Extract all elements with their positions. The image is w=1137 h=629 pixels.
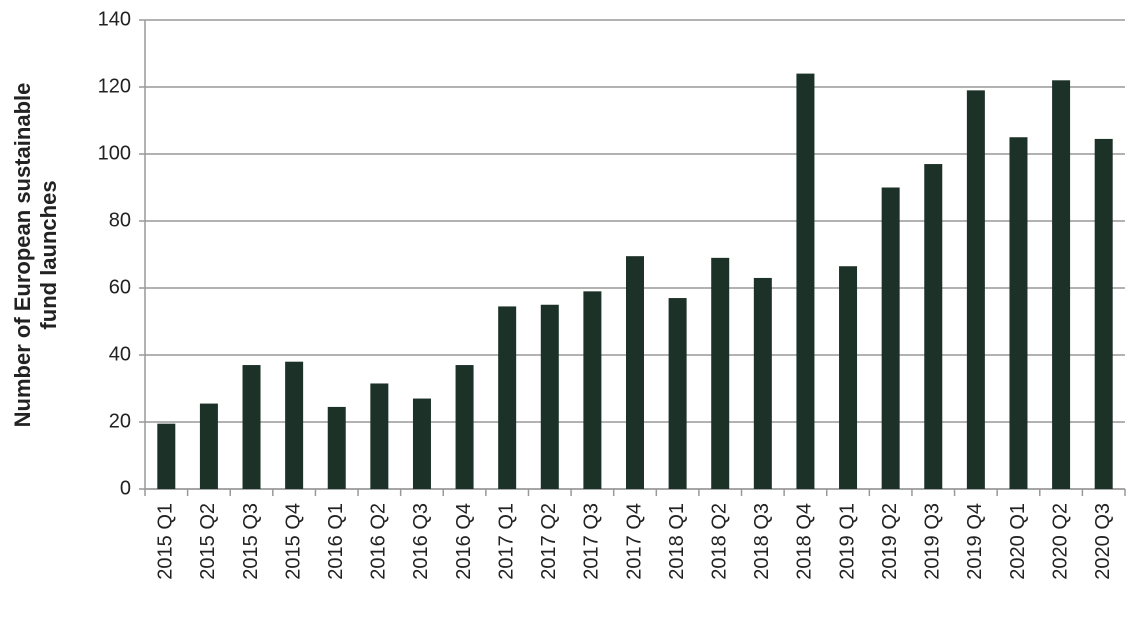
x-tick-label: 2019 Q4 — [964, 503, 986, 580]
bar — [455, 365, 474, 489]
bar — [412, 398, 431, 489]
x-tick-label: 2016 Q4 — [453, 503, 475, 580]
bar — [370, 383, 389, 489]
bar — [285, 361, 304, 489]
x-tick-label: 2016 Q3 — [410, 503, 432, 580]
bar — [626, 256, 644, 489]
bar — [711, 257, 730, 489]
bar — [924, 164, 943, 490]
bar — [498, 306, 517, 489]
bar — [1052, 80, 1071, 490]
x-tick-label: 2016 Q1 — [325, 503, 347, 580]
x-tick-label: 2015 Q4 — [282, 503, 304, 580]
bar — [583, 291, 602, 489]
y-tick-label: 120 — [98, 75, 131, 97]
bar — [796, 73, 815, 489]
bar — [881, 187, 900, 489]
x-tick-label: 2016 Q2 — [368, 503, 390, 580]
x-tick-label: 2017 Q1 — [495, 503, 517, 580]
y-axis-title-line: Number of European sustainable — [10, 83, 35, 428]
y-tick-label: 60 — [109, 276, 131, 298]
x-tick-label: 2015 Q1 — [155, 503, 177, 580]
y-axis-title: Number of European sustainable fund laun… — [10, 83, 61, 428]
x-tick-label: 2017 Q4 — [623, 503, 645, 580]
y-tick-label: 140 — [98, 8, 131, 30]
x-tick-label: 2017 Q2 — [538, 503, 560, 580]
bar — [199, 403, 218, 489]
x-tick-label: 2018 Q1 — [666, 503, 688, 580]
bar — [839, 266, 858, 489]
bar — [540, 304, 559, 489]
bar — [157, 423, 176, 489]
y-tick-label: 20 — [109, 410, 131, 432]
x-tick-label: 2020 Q1 — [1007, 503, 1029, 580]
x-tick-label: 2017 Q3 — [581, 503, 603, 580]
x-tick-label: 2015 Q2 — [197, 503, 219, 580]
bar — [753, 277, 772, 489]
y-tick-label: 0 — [120, 477, 131, 499]
x-tick-label: 2020 Q3 — [1092, 503, 1114, 580]
x-tick-label: 2019 Q3 — [922, 503, 944, 580]
x-tick-label: 2015 Q3 — [240, 503, 262, 580]
bar — [966, 90, 985, 489]
y-tick-label: 40 — [109, 343, 131, 365]
bar — [668, 298, 687, 489]
bar — [327, 406, 346, 489]
y-axis-title-line: fund launches — [36, 180, 61, 329]
bar — [1094, 138, 1113, 490]
x-tick-label: 2019 Q1 — [836, 503, 858, 580]
x-tick-label: 2018 Q4 — [794, 503, 816, 580]
x-tick-label: 2019 Q2 — [879, 503, 901, 580]
x-tick-label: 2018 Q3 — [751, 503, 773, 580]
y-tick-label: 80 — [109, 209, 131, 231]
bar — [1009, 137, 1028, 489]
bar — [242, 365, 261, 489]
x-tick-label: 2018 Q2 — [708, 503, 730, 580]
x-tick-label: 2020 Q2 — [1049, 503, 1071, 580]
y-tick-label: 100 — [98, 142, 131, 164]
